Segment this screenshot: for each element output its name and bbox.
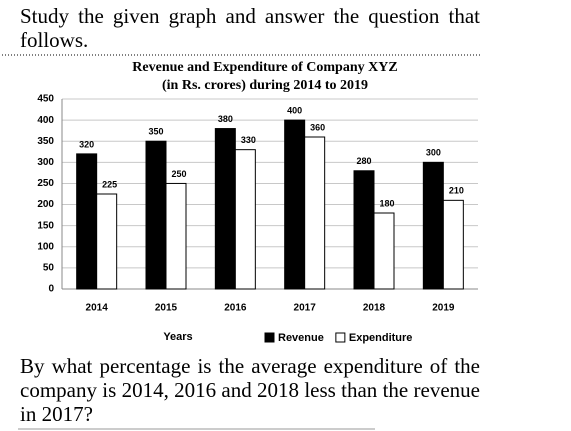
- bar: [234, 149, 256, 290]
- y-tick-label: 450: [37, 94, 54, 105]
- bar: [353, 170, 375, 290]
- x-tick-label: 2017: [294, 303, 317, 314]
- chart-subtitle: (in Rs. crores) during 2014 to 2019: [162, 78, 368, 93]
- bar: [422, 161, 444, 290]
- bar: [284, 119, 306, 290]
- x-tick-label: 2018: [363, 303, 386, 314]
- data-label: 180: [379, 198, 394, 208]
- bar: [442, 199, 464, 290]
- instruction: Study the given graph and answer the que…: [20, 4, 480, 52]
- x-axis-label: Years: [163, 331, 192, 343]
- bar: [96, 193, 118, 290]
- data-label: 280: [356, 156, 371, 166]
- y-tick-label: 100: [37, 241, 54, 252]
- bar: [145, 140, 167, 290]
- question: By what percentage is the average expend…: [20, 354, 480, 426]
- bar: [165, 182, 187, 290]
- legend-swatch: [335, 332, 346, 343]
- data-label: 300: [426, 148, 441, 158]
- bar: [304, 136, 326, 290]
- y-tick-label: 200: [37, 199, 54, 210]
- data-label: 320: [79, 139, 94, 149]
- data-label: 225: [102, 179, 117, 189]
- y-tick-label: 150: [37, 220, 54, 231]
- bar: [214, 128, 236, 290]
- legend-swatch: [264, 332, 275, 343]
- y-tick-label: 0: [48, 284, 54, 295]
- y-tick-label: 50: [43, 263, 55, 274]
- data-label: 350: [148, 127, 163, 137]
- y-tick-label: 400: [37, 115, 54, 126]
- data-label: 210: [449, 186, 464, 196]
- x-tick-label: 2015: [155, 303, 178, 314]
- y-tick-label: 250: [37, 178, 54, 189]
- data-label: 380: [218, 114, 233, 124]
- x-tick-label: 2019: [432, 303, 455, 314]
- chart-title: Revenue and Expenditure of Company XYZ: [132, 60, 397, 75]
- bar: [373, 212, 395, 290]
- y-tick-label: 350: [37, 136, 54, 147]
- data-label: 330: [241, 135, 256, 145]
- x-tick-label: 2016: [224, 303, 247, 314]
- data-label: 250: [171, 169, 186, 179]
- bar: [76, 153, 98, 290]
- data-label: 400: [287, 105, 302, 115]
- legend-label: Expenditure: [349, 332, 413, 344]
- legend-label: Revenue: [278, 332, 324, 344]
- data-label: 360: [310, 122, 325, 132]
- x-tick-label: 2014: [86, 303, 109, 314]
- y-tick-label: 300: [37, 157, 54, 168]
